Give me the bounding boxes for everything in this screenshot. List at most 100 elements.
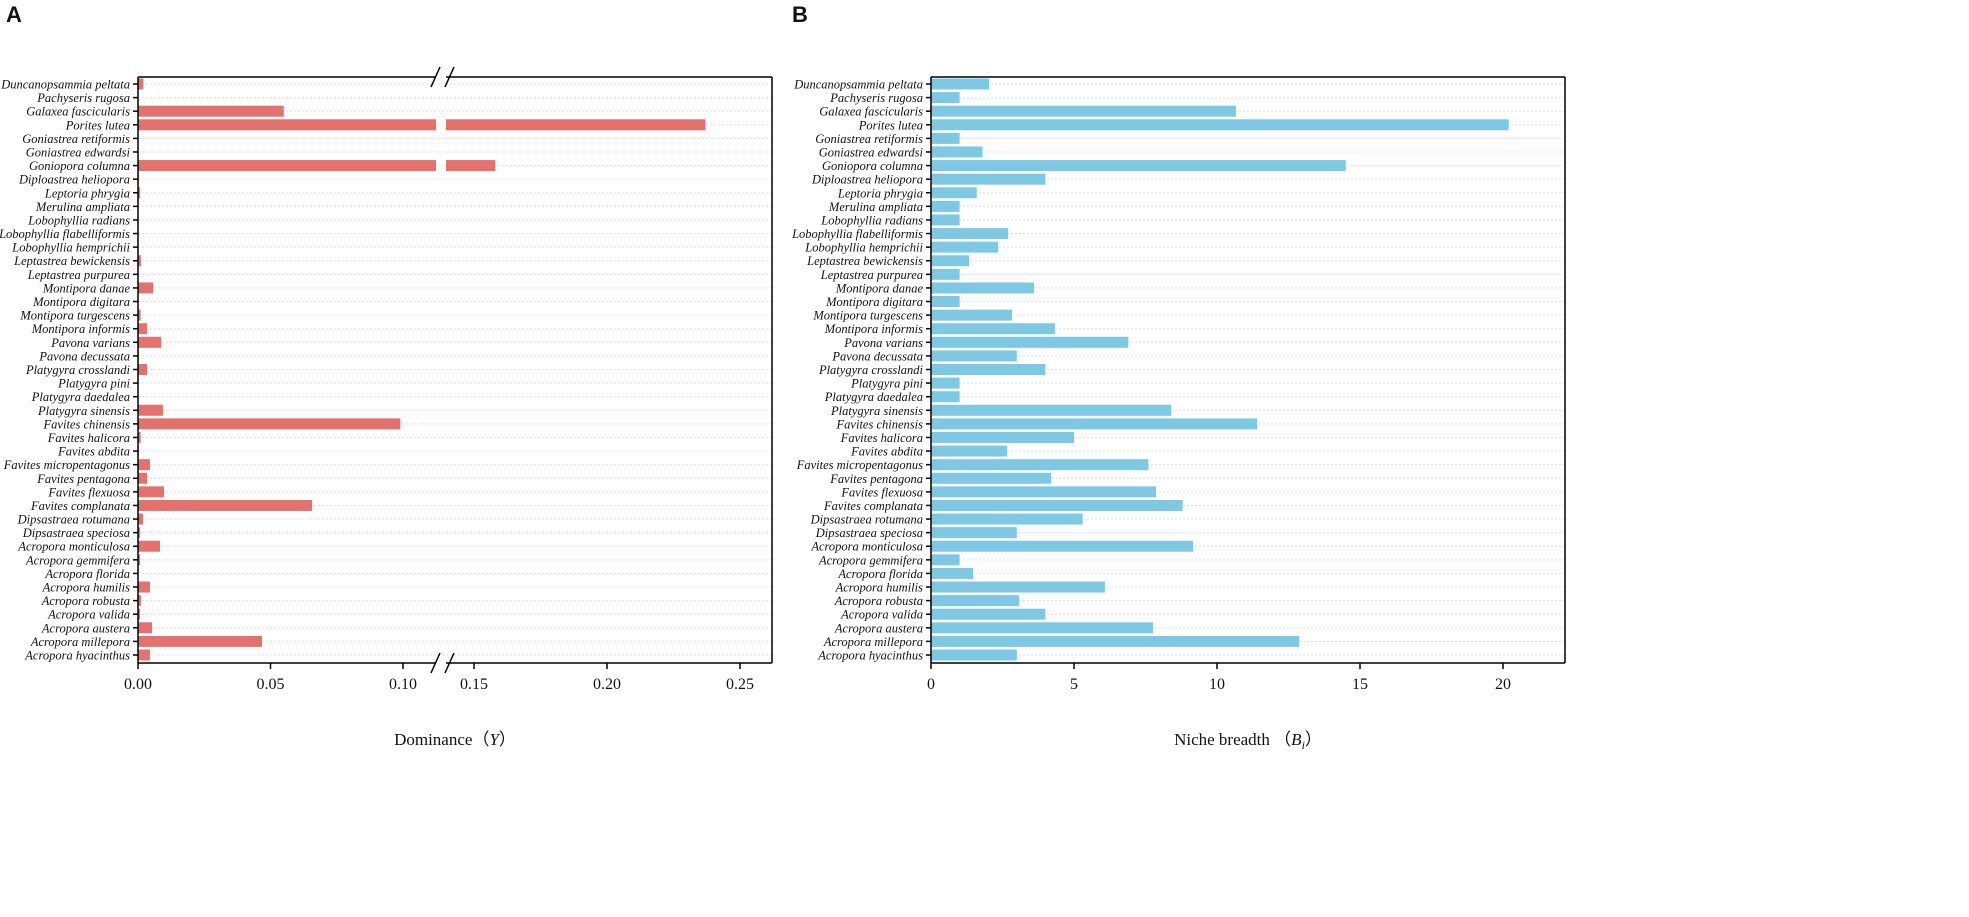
category-label: Porites lutea: [858, 118, 923, 132]
category-label: Dipsastraea rotumana: [810, 513, 923, 527]
category-label: Acropora valida: [47, 608, 130, 622]
category-label: Platygyra crosslandi: [818, 363, 924, 377]
category-label: Galaxea fascicularis: [26, 105, 130, 119]
category-label: Montipora informis: [31, 322, 130, 336]
category-label: Pavona decussata: [38, 349, 130, 363]
x-tick-label: 15: [1352, 676, 1368, 693]
category-label: Acropora hyacinthus: [24, 649, 130, 663]
category-label: Leptastrea purpurea: [27, 268, 130, 282]
category-label: Favites flexuosa: [840, 485, 923, 499]
category-label: Acropora monticulosa: [17, 540, 130, 554]
bar: [931, 336, 1129, 348]
x-axis-label: Niche breadth （Bi）: [1174, 730, 1322, 752]
category-label: Platygyra sinensis: [830, 404, 923, 418]
bar: [138, 513, 144, 525]
category-label: Acropora valida: [840, 608, 923, 622]
bar: [931, 540, 1193, 552]
bar: [138, 255, 141, 267]
bar: [931, 309, 1012, 321]
x-axis-label-symbol: B: [1291, 730, 1302, 749]
bar: [138, 527, 141, 539]
bar: [138, 323, 148, 335]
category-label: Acropora millepora: [823, 635, 923, 649]
bar: [138, 595, 141, 607]
panel-label: A: [6, 2, 22, 27]
category-label: Goniopora columna: [29, 159, 130, 173]
bar: [931, 282, 1034, 294]
bar: [931, 635, 1300, 647]
category-label: Platygyra crosslandi: [25, 363, 131, 377]
category-label: Acropora austera: [834, 621, 923, 635]
category-label: Duncanopsammia peltata: [793, 78, 923, 92]
category-label: Goniastrea retiformis: [815, 132, 923, 146]
bar: [138, 472, 148, 484]
category-label: Acropora hyacinthus: [817, 649, 923, 663]
category-label: Merulina ampliata: [828, 200, 923, 214]
bar: [138, 540, 160, 552]
panel-label: B: [792, 2, 808, 27]
category-label: Acropora humilis: [42, 581, 131, 595]
category-label: Dipsastraea speciosa: [22, 526, 130, 540]
category-label: Merulina ampliata: [35, 200, 130, 214]
category-label: Favites halicora: [47, 431, 130, 445]
bar: [931, 499, 1183, 511]
category-label: Pachyseris rugosa: [829, 91, 923, 105]
x-axis-label: Dominance（Y）: [394, 730, 516, 749]
x-axis-label-text: Niche breadth （: [1174, 730, 1291, 749]
category-label: Leptastrea bewickensis: [806, 254, 923, 268]
category-label: Montipora turgescens: [19, 309, 130, 323]
category-label: Montipora turgescens: [812, 309, 923, 323]
category-label: Favites micropentagonus: [796, 458, 923, 472]
category-label: Leptastrea purpurea: [820, 268, 923, 282]
category-label: Goniastrea edwardsi: [26, 145, 131, 159]
bar: [931, 649, 1017, 661]
category-label: Dipsastraea speciosa: [815, 526, 923, 540]
bar: [931, 228, 1009, 240]
bar: [931, 472, 1052, 484]
x-tick-label: 0.15: [460, 676, 488, 693]
bar: [931, 160, 1346, 172]
bar: [138, 282, 154, 294]
category-label: Acropora austera: [41, 621, 130, 635]
bar: [931, 527, 1017, 539]
bar: [931, 404, 1172, 416]
axis-break-mark: [430, 66, 441, 88]
x-axis-label-text: Dominance（: [394, 730, 489, 749]
bar: [931, 445, 1008, 457]
category-label: Favites chinensis: [836, 417, 924, 431]
x-tick-label: 20: [1495, 676, 1511, 693]
category-label: Favites micropentagonus: [3, 458, 130, 472]
x-tick-label: 0: [927, 676, 935, 693]
category-label: Galaxea fascicularis: [819, 105, 923, 119]
bar: [931, 92, 960, 104]
bar: [931, 187, 977, 199]
bar: [931, 173, 1046, 185]
x-axis-label-close: ）: [499, 730, 516, 749]
category-label: Montipora digitara: [32, 295, 130, 309]
bar: [931, 567, 974, 579]
bar: [138, 119, 436, 131]
category-label: Platygyra pini: [850, 377, 923, 391]
category-label: Goniopora columna: [822, 159, 923, 173]
bar: [931, 214, 960, 226]
bar: [931, 513, 1083, 525]
category-label: Acropora robusta: [834, 594, 923, 608]
category-label: Favites flexuosa: [47, 485, 130, 499]
bar: [931, 595, 1020, 607]
x-tick-label: 5: [1070, 676, 1078, 693]
bar: [138, 404, 163, 416]
bar: [931, 554, 960, 566]
bar: [931, 364, 1046, 375]
category-label: Favites pentagona: [36, 472, 130, 486]
category-label: Dipsastraea rotumana: [17, 513, 130, 527]
bar: [931, 78, 990, 90]
category-label: Diploastrea heliopora: [811, 173, 923, 187]
category-label: Montipora informis: [824, 322, 923, 336]
bar: [931, 296, 960, 308]
x-tick-label: 10: [1209, 676, 1225, 693]
axis-break-mark: [444, 66, 455, 88]
category-label: Platygyra pini: [57, 377, 130, 391]
category-label: Acropora florida: [837, 567, 923, 581]
x-tick-label: 0.10: [389, 676, 417, 693]
